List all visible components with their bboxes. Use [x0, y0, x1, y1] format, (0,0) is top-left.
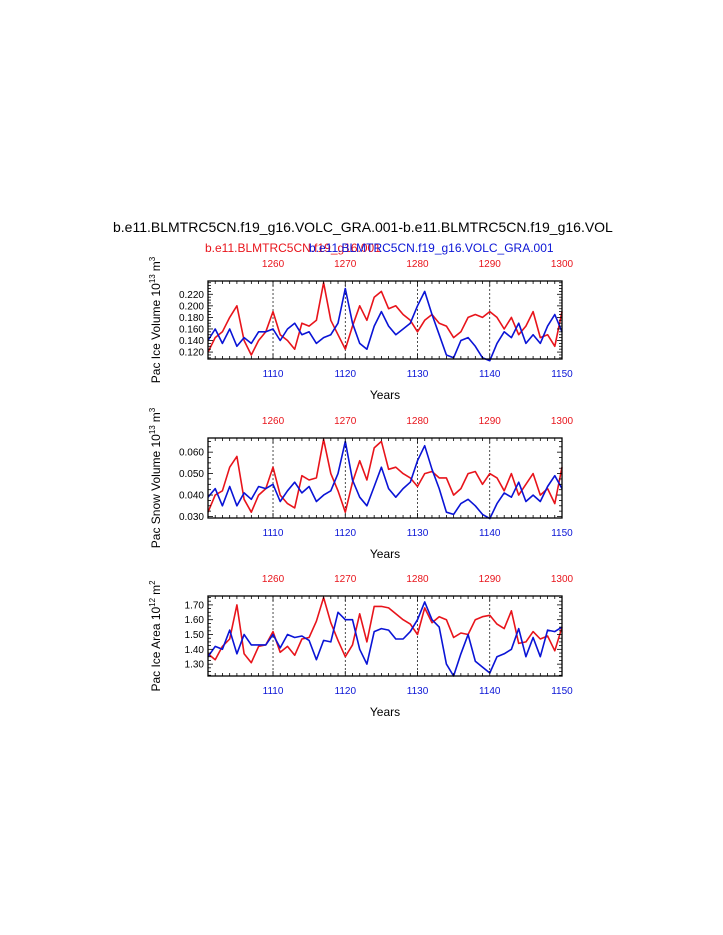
y-label-unit-exponent: 3 — [148, 256, 157, 261]
ice-volume-y-axis-label: Pac Ice Volume 1013 m3 — [148, 256, 163, 383]
y-label-unit: m — [149, 412, 163, 422]
ice-area-series-blue — [207, 601, 563, 677]
snow-volume-x-axis-label: Years — [370, 547, 400, 561]
snow-volume-y-axis-label: Pac Snow Volume 1013 m3 — [148, 407, 163, 548]
ice-volume-top-tick-label: 1300 — [551, 259, 574, 270]
snow-volume-series-red — [207, 438, 563, 514]
snow-volume-y-tick-label: 0.060 — [179, 448, 204, 459]
snow-volume-top-tick-label: 1290 — [479, 416, 502, 427]
snow-volume-series-blue — [207, 440, 563, 520]
case-label-red: b.e11.BLMTRC5CN.f19_g16.001 — [205, 241, 381, 255]
y-label-unit-exponent: 3 — [148, 407, 157, 412]
ice-volume-top-tick-label: 1280 — [406, 259, 429, 270]
snow-volume-bottom-tick-label: 1150 — [551, 528, 573, 539]
ice-area-bottom-tick-label: 1130 — [407, 686, 429, 697]
snow-volume-bottom-tick-label: 1120 — [335, 528, 357, 539]
y-label-exponent: 12 — [148, 597, 157, 606]
y-label-text: Pac Ice Volume 10 — [149, 283, 163, 383]
y-label-exponent: 13 — [148, 425, 157, 434]
ice-volume-x-axis-label: Years — [370, 388, 400, 402]
ice-area-bottom-tick-label: 1120 — [335, 686, 357, 697]
snow-volume-top-tick-label: 1300 — [551, 416, 574, 427]
snow-volume-bottom-tick-label: 1110 — [263, 528, 284, 539]
ice-area-top-tick-label: 1300 — [551, 574, 574, 585]
y-label-exponent: 13 — [148, 274, 157, 283]
ice-area-y-tick-label: 1.50 — [185, 630, 205, 641]
ice-volume-bottom-tick-label: 1140 — [479, 369, 501, 380]
ice-volume-y-tick-label: 0.120 — [179, 348, 204, 359]
ice-area-y-tick-label: 1.70 — [185, 600, 205, 611]
ice-volume-top-tick-label: 1270 — [334, 259, 357, 270]
snow-volume-panel: 0.030 0.040 0.050 0.060 1110 1120 1130 1140 1150… — [148, 407, 574, 561]
ice-volume-bottom-tick-label: 1150 — [551, 369, 573, 380]
ice-area-top-tick-label: 1290 — [479, 574, 502, 585]
ice-volume-bottom-tick-label: 1120 — [335, 369, 357, 380]
ice-volume-y-tick-label: 0.180 — [179, 313, 204, 324]
ice-volume-top-tick-label: 1290 — [479, 259, 502, 270]
y-label-unit-exponent: 2 — [148, 580, 157, 585]
y-label-unit: m — [149, 585, 163, 595]
ice-area-bottom-tick-label: 1140 — [479, 686, 501, 697]
ice-area-plot-frame — [207, 595, 563, 677]
ice-area-panel: 1.30 1.40 1.50 1.60 1.70 1110 1120 1130 1140 1150… — [148, 574, 574, 719]
ice-volume-y-tick-label: 0.140 — [179, 336, 204, 347]
ice-area-y-tick-label: 1.30 — [185, 660, 205, 671]
y-label-unit: m — [149, 261, 163, 271]
ice-volume-series-red — [207, 281, 563, 356]
snow-volume-y-tick-label: 0.050 — [179, 469, 204, 480]
snow-volume-top-tick-label: 1260 — [262, 416, 285, 427]
ice-volume-bottom-tick-label: 1130 — [407, 369, 429, 380]
ice-area-bottom-tick-label: 1150 — [551, 686, 573, 697]
ice-volume-top-tick-label: 1260 — [262, 259, 285, 270]
ice-area-top-tick-label: 1260 — [262, 574, 285, 585]
snow-volume-y-tick-label: 0.030 — [179, 512, 204, 523]
snow-volume-top-tick-label: 1280 — [406, 416, 429, 427]
ice-volume-bottom-tick-label: 1110 — [263, 369, 284, 380]
snow-volume-plot-frame — [207, 437, 563, 519]
ice-area-x-axis-label: Years — [370, 705, 400, 719]
ice-volume-series-blue — [207, 287, 563, 362]
ice-volume-y-tick-label: 0.200 — [179, 301, 204, 312]
ice-volume-y-tick-label: 0.160 — [179, 324, 204, 335]
main-title: b.e11.BLMTRC5CN.f19_g16.VOLC_GRA.001-b.e… — [113, 219, 623, 235]
snow-volume-bottom-tick-label: 1140 — [479, 528, 501, 539]
y-label-text: Pac Snow Volume 10 — [149, 434, 163, 548]
y-label-text: Pac Ice Area 10 — [149, 607, 163, 692]
snow-volume-y-tick-label: 0.040 — [179, 491, 204, 502]
snow-volume-bottom-tick-label: 1130 — [407, 528, 429, 539]
ice-area-y-tick-label: 1.60 — [185, 615, 205, 626]
snow-volume-top-tick-label: 1270 — [334, 416, 357, 427]
case-label-blue: b.e11.BLMTRC5CN.f19_g16.VOLC_GRA.001 — [309, 241, 554, 255]
ice-area-top-tick-label: 1270 — [334, 574, 357, 585]
ice-volume-y-tick-label: 0.220 — [179, 290, 204, 301]
ice-area-top-tick-label: 1280 — [406, 574, 429, 585]
ice-area-y-axis-label: Pac Ice Area 1012 m2 — [148, 580, 163, 692]
ice-area-bottom-tick-label: 1110 — [263, 686, 284, 697]
ice-area-y-tick-label: 1.40 — [185, 645, 205, 656]
